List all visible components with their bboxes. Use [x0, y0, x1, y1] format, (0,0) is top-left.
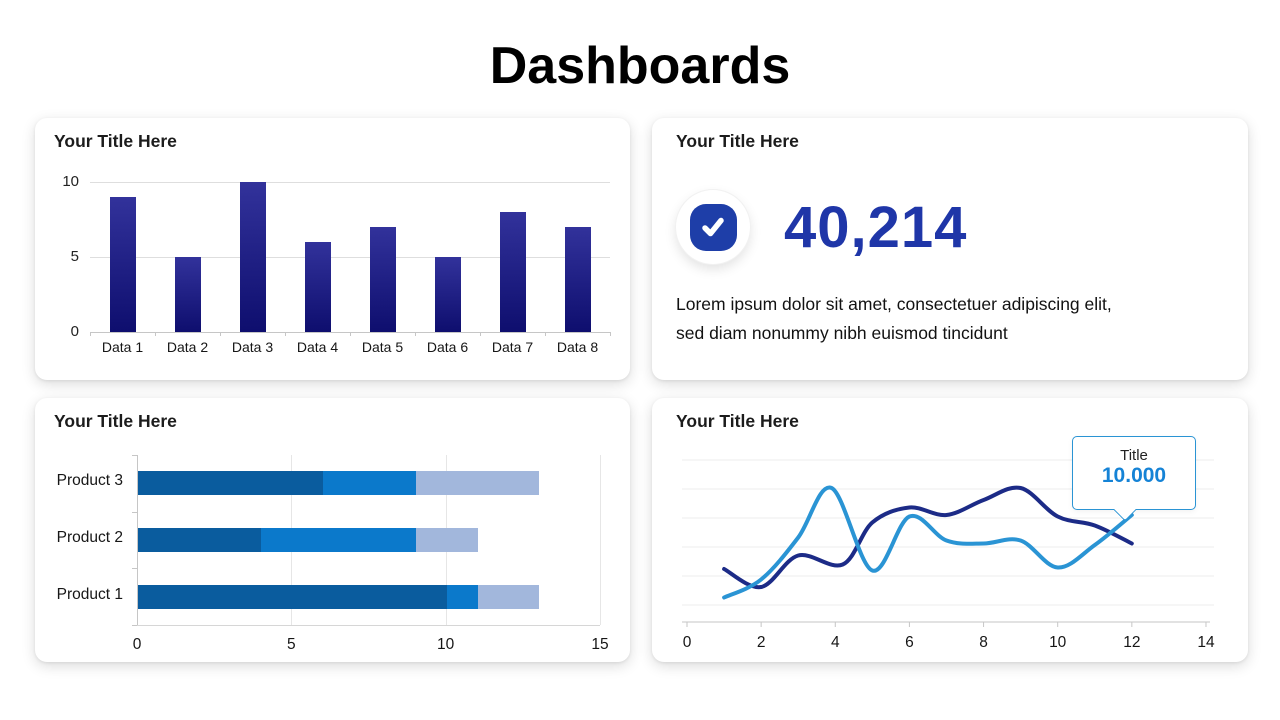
gridline: [90, 182, 610, 183]
axis-tick: [132, 568, 137, 570]
tooltip-value: 10.000: [1101, 464, 1167, 487]
card-title: Your Title Here: [54, 411, 177, 431]
x-axis-label: 14: [1197, 634, 1215, 651]
column-bar: [564, 227, 591, 332]
axis-tick: [155, 332, 156, 336]
y-axis-line: [137, 455, 138, 625]
bar-segment: [261, 528, 416, 552]
axis-tick: [545, 332, 546, 336]
column-bar: [369, 227, 396, 332]
axis-tick: [90, 332, 91, 336]
axis-tick: [132, 511, 137, 513]
gridline: [600, 455, 601, 625]
x-axis-line: [137, 625, 600, 626]
kpi-row: 40,214: [676, 190, 967, 264]
bar-segment: [415, 528, 478, 552]
navy-line: [722, 485, 1134, 590]
x-axis-label: 8: [979, 634, 988, 651]
x-axis-label: 2: [757, 634, 766, 651]
column-bar: [174, 257, 201, 332]
check-badge: [676, 190, 750, 264]
x-axis-label: Data 6: [426, 339, 469, 355]
y-axis-label: 10: [62, 173, 79, 190]
bar-segment: [323, 471, 416, 496]
column-bar: [109, 197, 136, 332]
x-axis-label: Data 3: [231, 339, 274, 355]
x-axis-label: 4: [831, 634, 840, 651]
bar-segment: [138, 471, 324, 496]
axis-tick: [350, 332, 351, 336]
column-bar: [239, 182, 266, 332]
axis-tick: [132, 625, 137, 626]
category-label: Product 1: [56, 585, 123, 603]
light-blue-line: [722, 485, 1134, 600]
x-axis-label: Data 5: [361, 339, 404, 355]
check-icon-glyph: [702, 217, 724, 237]
x-axis-label: 6: [905, 634, 914, 651]
kpi-description-line1: Lorem ipsum dolor sit amet, consectetuer…: [676, 294, 1112, 314]
x-axis-label: 12: [1123, 634, 1140, 651]
bar-segment: [138, 584, 447, 609]
x-axis-label: 10: [437, 636, 455, 653]
y-axis-label: 5: [70, 248, 79, 265]
y-axis-label: 0: [70, 323, 79, 340]
column-bar: [499, 212, 526, 332]
card-title: Your Title Here: [54, 131, 177, 151]
x-axis-label: Data 8: [556, 339, 599, 355]
card-title: Your Title Here: [676, 411, 799, 431]
kpi-value: 40,214: [784, 194, 968, 260]
x-axis-label: 0: [132, 636, 142, 653]
column-bar: [434, 257, 461, 332]
axis-tick: [132, 455, 137, 456]
x-axis-label: 10: [1049, 634, 1067, 651]
tooltip-label: Title: [1120, 447, 1148, 464]
gridline: [90, 257, 610, 258]
column-chart: 0 5 10 Data 1 Data 2 Data 3 Data 4 Data 5 Data 6…: [35, 118, 630, 380]
axis-tick: [415, 332, 416, 336]
chart-tooltip: Title 10.000: [1072, 436, 1196, 522]
bar-segment: [415, 471, 540, 496]
line-chart: 0 2 4 6 8 10 12 14: [652, 398, 1248, 662]
kpi-description-line2: sed diam nonummy nibh euismod tincidunt: [676, 323, 1008, 343]
stacked-bar-chart: 0 5 10 15 Product 3 Product 2 Product 1: [35, 398, 630, 662]
axis-tick: [480, 332, 481, 336]
x-axis-label: 5: [287, 636, 296, 653]
bar-segment: [477, 584, 540, 609]
x-axis-label: 0: [683, 634, 692, 651]
axis-tick: [285, 332, 286, 336]
x-axis-label: Data 7: [491, 339, 534, 355]
column-bar: [304, 242, 331, 332]
category-label: Product 2: [56, 529, 123, 546]
axis-tick: [220, 332, 221, 336]
x-axis-label: Data 1: [101, 339, 144, 355]
x-axis-label: Data 2: [166, 339, 209, 355]
x-axis-label: Data 4: [296, 339, 339, 355]
kpi-description: Lorem ipsum dolor sit amet, consectetuer…: [676, 290, 1112, 348]
bar-segment: [446, 584, 478, 609]
column-chart-card: Your Title Here 0 5 10 Data 1 Data 2 Data 3 Da…: [35, 118, 630, 380]
kpi-card: Your Title Here 40,214 Lorem ipsum dolor…: [652, 118, 1248, 380]
dashboard-grid: Your Title Here 0 5 10 Data 1 Data 2 Data 3 Da…: [35, 118, 1248, 662]
axis-tick: [610, 332, 611, 336]
stacked-bar-card: Your Title Here 0 5 10 15 Product 3 Product 2…: [35, 398, 630, 662]
category-label: Product 3: [56, 472, 123, 490]
line-chart-canvas: 0 2 4 6 8 10 12 14: [682, 459, 1215, 651]
bar-segment: [138, 528, 262, 552]
check-icon: [689, 203, 737, 251]
line-chart-card: Your Title Here 0 2 4 6 8 10 12 14 Title 10.000: [652, 398, 1248, 662]
page-title: Dashboards: [489, 37, 791, 95]
card-title: Your Title Here: [676, 131, 799, 151]
x-axis-label: 15: [591, 636, 609, 653]
